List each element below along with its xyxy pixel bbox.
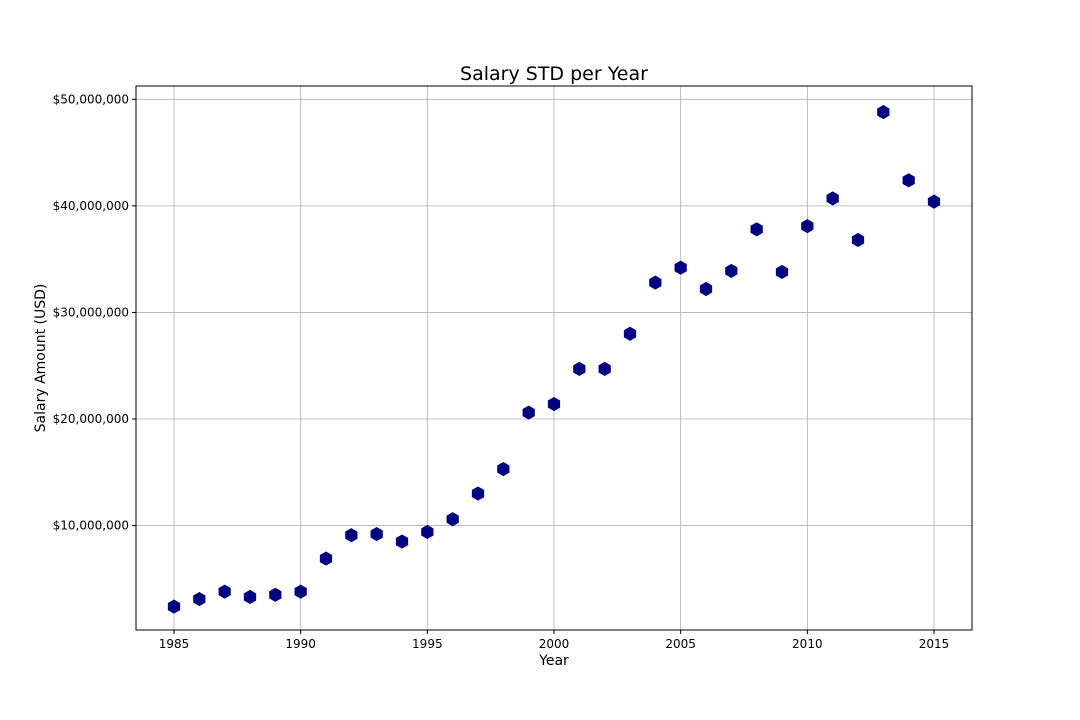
- data-point: [218, 584, 231, 599]
- x-axis-label: Year: [538, 653, 569, 669]
- x-tick-label: 2000: [539, 637, 570, 651]
- data-point: [623, 326, 637, 341]
- x-tick-label: 1985: [159, 637, 190, 651]
- y-tick-label: $20,000,000: [53, 412, 129, 426]
- data-point: [927, 194, 941, 209]
- data-point: [269, 587, 282, 602]
- data-point: [193, 592, 206, 607]
- data-point: [421, 524, 434, 540]
- data-points: [167, 105, 941, 614]
- data-point: [649, 275, 662, 290]
- y-tick-label: $10,000,000: [53, 519, 129, 533]
- y-tick-label: $50,000,000: [53, 92, 129, 106]
- data-point: [877, 105, 890, 120]
- x-axis: 1985 1990 1995 2000 2005 2010 2015: [159, 630, 950, 651]
- chart-title: Salary STD per Year: [460, 63, 648, 85]
- y-axis-label: Salary Amount (USD): [33, 284, 49, 433]
- data-point: [395, 534, 409, 549]
- data-point: [167, 599, 181, 614]
- x-tick-label: 2015: [919, 637, 950, 651]
- x-tick-label: 1990: [285, 637, 316, 651]
- data-point: [775, 264, 789, 280]
- data-point: [446, 512, 459, 527]
- data-point: [725, 263, 738, 278]
- y-axis: $10,000,000 $20,000,000 $30,000,000 $40,000…: [53, 92, 136, 533]
- data-point: [699, 281, 713, 297]
- data-point: [750, 222, 763, 237]
- data-point: [294, 584, 307, 599]
- data-point: [547, 397, 561, 412]
- data-point: [471, 486, 485, 501]
- y-tick-label: $40,000,000: [53, 199, 129, 213]
- data-point: [243, 589, 257, 605]
- x-tick-label: 2005: [665, 637, 696, 651]
- grid-lines: [136, 86, 972, 630]
- data-point: [573, 361, 586, 376]
- data-point: [522, 405, 535, 420]
- data-point: [497, 462, 510, 477]
- data-point: [826, 191, 839, 206]
- x-tick-label: 1995: [412, 637, 443, 651]
- data-point: [801, 219, 814, 234]
- data-point: [370, 527, 383, 542]
- data-point: [674, 260, 687, 275]
- data-point: [851, 232, 865, 248]
- data-point: [345, 528, 358, 543]
- data-point: [902, 173, 915, 188]
- data-point: [598, 361, 611, 376]
- x-tick-label: 2010: [792, 637, 823, 651]
- data-point: [319, 551, 333, 566]
- y-tick-label: $30,000,000: [53, 305, 129, 319]
